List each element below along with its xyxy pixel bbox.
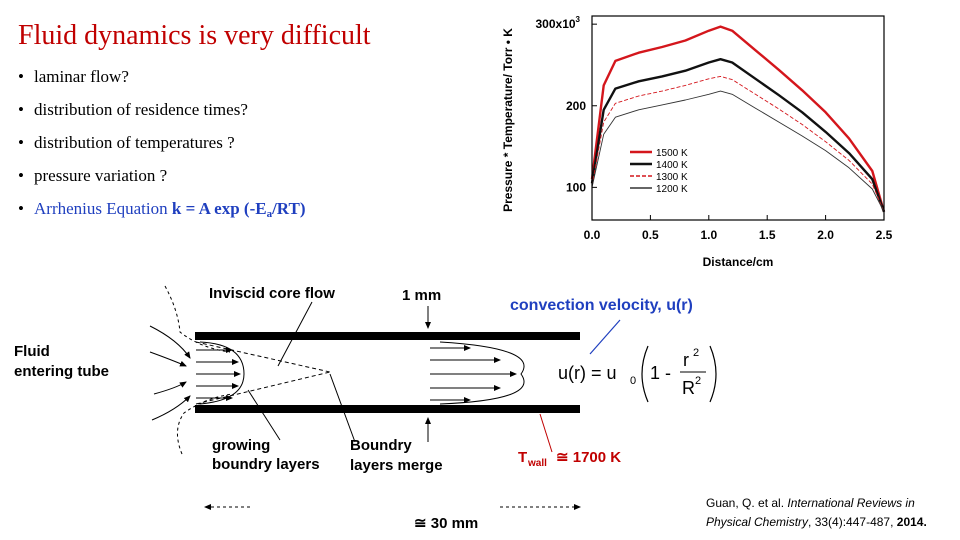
twall-symbol: T xyxy=(518,449,527,466)
merge-label-line2: layers merge xyxy=(350,457,443,474)
growing-label-line2: boundry layers xyxy=(212,456,320,473)
pressure-temperature-chart: Pressure * Temperature/ Torr • K Distanc… xyxy=(501,15,893,269)
bullet-text: distribution of temperatures ? xyxy=(34,133,235,152)
series-line-1300-K xyxy=(591,75,885,212)
bullet-item: • distribution of temperatures ? xyxy=(18,132,305,165)
eq-den-exp: 2 xyxy=(695,375,701,387)
citation-line2: Physical Chemistry, 33(4):447-487, 2014. xyxy=(706,513,927,532)
core-flow-label: Inviscid core flow xyxy=(209,285,335,302)
legend-label: 1200 K xyxy=(656,184,688,195)
wall-thickness-label: 1 mm xyxy=(402,287,441,304)
bullet-marker: • xyxy=(18,100,24,119)
eq-numerator: r xyxy=(683,350,689,370)
merge-label-line1: Boundry xyxy=(350,437,412,454)
x-tick-label: 2.5 xyxy=(876,228,893,242)
fluid-label-line2: entering tube xyxy=(14,363,109,380)
y-tick-label: 200 xyxy=(566,99,586,113)
tube-wall-bottom xyxy=(195,405,580,413)
arrhenius-eq-main: k = A exp (-E xyxy=(171,199,267,218)
convection-pointer xyxy=(589,319,621,355)
eq-num-exp: 2 xyxy=(693,347,699,359)
bullet-text: laminar flow? xyxy=(34,67,129,86)
bullet-text: distribution of residence times? xyxy=(34,100,248,119)
growing-label-line1: growing xyxy=(212,437,270,454)
series-line-1500-K xyxy=(590,25,886,213)
twall-subscript: wall xyxy=(527,458,547,469)
eq-lhs: u(r) = u xyxy=(558,363,617,383)
eq-left-paren xyxy=(641,345,649,403)
parabolic-velocity-profile xyxy=(430,341,525,405)
bullet-item: • pressure variation ? xyxy=(18,165,305,198)
legend-label: 1500 K xyxy=(656,148,688,159)
arrhenius-eq-sub: a xyxy=(266,208,273,220)
citation-details: , 33(4):447-487, xyxy=(808,515,897,529)
entrance-velocity-profile xyxy=(196,341,245,405)
tube-flow-diagram: Inviscid core flow 1 mm convection veloc… xyxy=(14,285,717,532)
plot-frame xyxy=(591,15,885,221)
bullet-text: pressure variation ? xyxy=(34,166,168,185)
velocity-equation: u(r) = u 0 1 - r 2 R 2 xyxy=(558,345,717,403)
bullet-item: • laminar flow? xyxy=(18,66,305,99)
eq-denominator: R xyxy=(682,378,695,398)
arrhenius-label: Arrhenius Equation xyxy=(34,199,168,218)
citation-year: 2014. xyxy=(896,515,927,529)
y-axis-label: Pressure * Temperature/ Torr • K xyxy=(501,28,515,212)
wall-temperature: T wall ≅ 1700 K xyxy=(518,449,621,469)
eq-right-paren xyxy=(709,345,717,403)
bullet-marker: • xyxy=(18,166,24,185)
chart-lines xyxy=(590,25,886,213)
diagram-pointers xyxy=(247,301,553,453)
convection-title: convection velocity, u(r) xyxy=(510,297,693,314)
citation-journal2: Physical Chemistry xyxy=(706,515,809,529)
citation-journal: International Reviews in xyxy=(787,496,915,510)
boundary-layer-cone xyxy=(195,341,331,405)
y-tick-label: 300x103 xyxy=(536,15,581,31)
bullet-marker: • xyxy=(18,67,24,86)
x-tick-label: 1.0 xyxy=(700,228,717,242)
legend-label: 1300 K xyxy=(656,172,688,183)
arrhenius-eq-end: /RT) xyxy=(272,199,306,218)
bullet-item: • distribution of residence times? xyxy=(18,99,305,132)
citation-authors: Guan, Q. et al. xyxy=(706,496,788,510)
legend-label: 1400 K xyxy=(656,160,688,171)
chart-ticks: 0.0 0.5 1.0 1.5 2.0 2.5 100 200 300x103 xyxy=(536,15,893,242)
x-tick-label: 2.0 xyxy=(817,228,834,242)
series-line-1200-K xyxy=(591,90,885,213)
arrhenius-equation: k = A exp (-Ea/RT) xyxy=(171,199,306,220)
x-tick-label: 1.5 xyxy=(759,228,776,242)
citation-line1: Guan, Q. et al. International Reviews in xyxy=(706,494,927,513)
eq-sub: 0 xyxy=(630,375,636,387)
incoming-flow-arrows xyxy=(149,325,191,421)
series-line-1400-K xyxy=(590,58,886,213)
bullet-marker: • xyxy=(18,199,24,218)
x-tick-label: 0.5 xyxy=(642,228,659,242)
eq-one-minus: 1 - xyxy=(650,363,671,383)
tube-wall-top xyxy=(195,332,580,340)
bullet-item: • Arrhenius Equation k = A exp (-Ea/RT) xyxy=(18,198,305,231)
fluid-label-line1: Fluid xyxy=(14,343,50,360)
length-label: ≅ 30 mm xyxy=(414,515,478,532)
twall-value: ≅ 1700 K xyxy=(556,449,621,466)
slide-title: Fluid dynamics is very difficult xyxy=(18,20,371,51)
entrance-streamlines xyxy=(164,285,233,455)
x-tick-label: 0.0 xyxy=(584,228,601,242)
y-tick-exponent: 3 xyxy=(576,15,581,24)
x-axis-label: Distance/cm xyxy=(703,255,774,269)
bullet-list: • laminar flow? • distribution of residenc… xyxy=(18,66,305,231)
citation: Guan, Q. et al. International Reviews in… xyxy=(706,494,927,532)
y-tick-label: 100 xyxy=(566,180,586,194)
bullet-marker: • xyxy=(18,133,24,152)
